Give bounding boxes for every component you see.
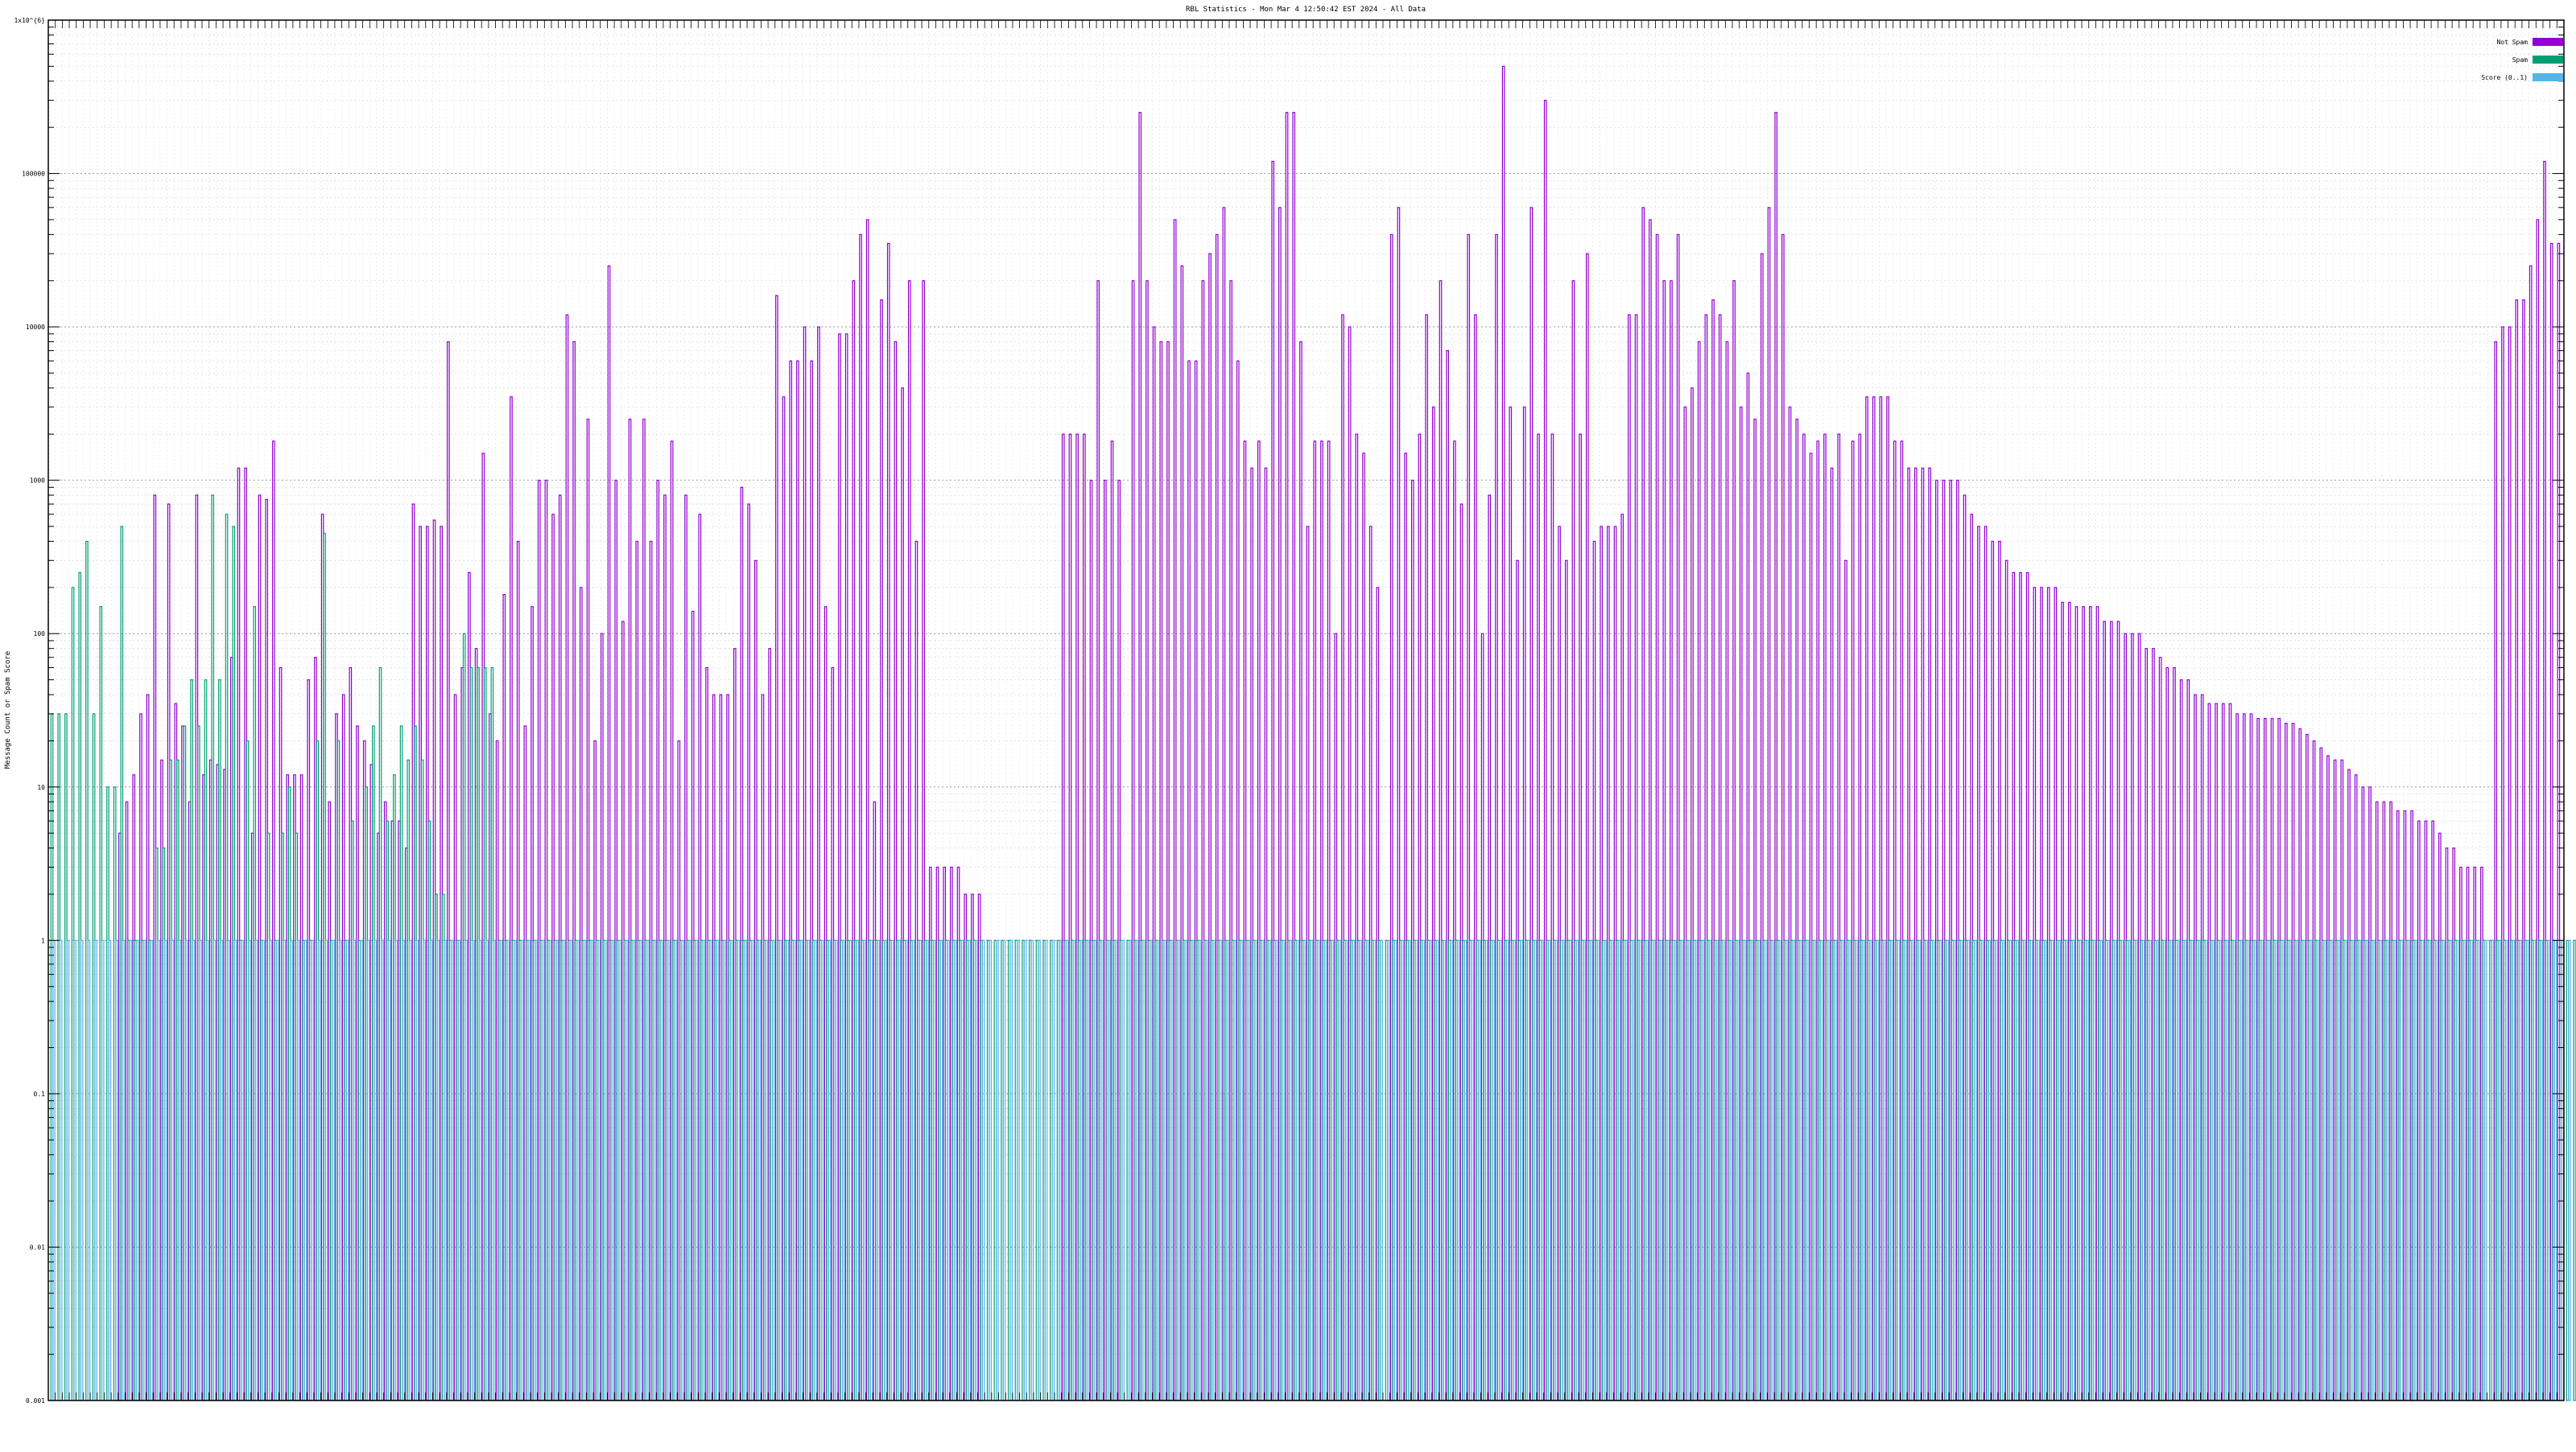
y-tick-label: 0.1 (34, 1091, 46, 1098)
legend-label-not-spam: Not Spam (2496, 39, 2528, 46)
legend: Not Spam Spam Score (0..1) (2481, 38, 2563, 81)
y-tick-label: 100 (34, 630, 46, 637)
legend-swatch-not-spam (2533, 38, 2563, 46)
y-tick-label: 1000 (30, 477, 45, 485)
legend-swatch-score (2533, 73, 2563, 81)
y-tick-label: 1x10^{6} (14, 17, 45, 24)
y-axis-label: Message Count or Spam Score (4, 651, 12, 769)
axis-ticks: 1x10^{6} 100000 10000 1000 100 10 1 0.1 0.01 0.00… (14, 17, 2565, 1405)
y-tick-label: 100000 (22, 171, 45, 178)
y-tick-label: 1 (41, 937, 45, 944)
score-bar (2568, 939, 2571, 1401)
legend-swatch-spam (2533, 56, 2563, 64)
y-tick-label: 0.01 (30, 1244, 45, 1251)
y-tick-label: 0.001 (26, 1397, 45, 1405)
y-tick-label: 10 (37, 784, 45, 791)
legend-label-score: Score (0..1) (2481, 74, 2528, 81)
score-bar (2574, 939, 2576, 1401)
y-tick-label: 10000 (26, 324, 45, 331)
chart-title: RBL Statistics - Mon Mar 4 12:50:42 EST … (1186, 6, 1426, 14)
legend-label-spam: Spam (2512, 56, 2528, 64)
